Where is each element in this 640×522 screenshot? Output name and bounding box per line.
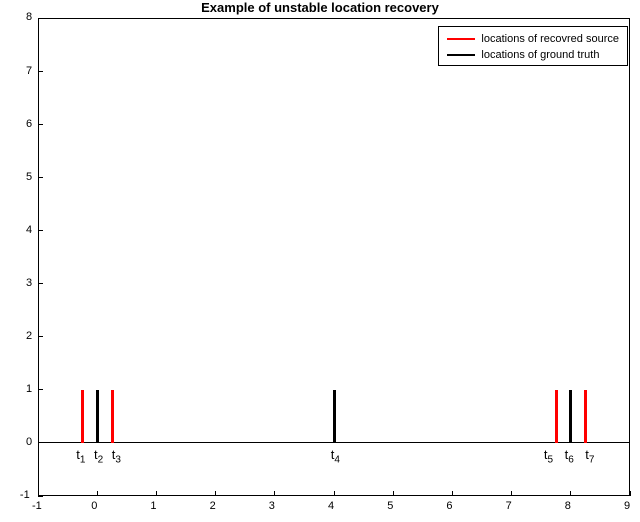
y-tick-label: 8 — [26, 11, 32, 23]
y-tick — [38, 283, 43, 284]
y-tick-label: 2 — [26, 330, 32, 342]
x-tick — [156, 491, 157, 496]
x-tick — [97, 491, 98, 496]
y-tick-label: 5 — [26, 171, 32, 183]
x-tick-label: 4 — [328, 500, 334, 512]
legend: locations of recovred source locations of… — [438, 26, 628, 66]
y-tick — [38, 177, 43, 178]
x-tick — [452, 491, 453, 496]
x-tick — [215, 491, 216, 496]
x-tick — [274, 491, 275, 496]
x-tick — [393, 491, 394, 496]
axis-box-edge — [38, 18, 39, 496]
t-label: t5 — [544, 447, 553, 466]
stem-ground_truth — [333, 390, 336, 443]
y-tick — [38, 442, 43, 443]
t-label: t3 — [112, 447, 121, 466]
y-tick-label: 0 — [26, 436, 32, 448]
x-tick-label: 1 — [150, 500, 156, 512]
y-tick — [38, 336, 43, 337]
t-label: t7 — [585, 447, 594, 466]
legend-swatch — [447, 54, 475, 56]
y-tick — [38, 124, 43, 125]
stem-recovered — [111, 390, 114, 443]
y-tick — [38, 389, 43, 390]
chart-container: Example of unstable location recovery -1… — [0, 0, 640, 522]
legend-item: locations of ground truth — [447, 47, 619, 63]
t-label: t2 — [94, 447, 103, 466]
y-tick — [38, 496, 43, 497]
y-tick-label: -1 — [20, 489, 30, 501]
stem-recovered — [81, 390, 84, 443]
stem-recovered — [555, 390, 558, 443]
x-tick-label: 2 — [210, 500, 216, 512]
y-tick-label: 4 — [26, 224, 32, 236]
x-tick — [334, 491, 335, 496]
legend-label: locations of ground truth — [481, 49, 599, 61]
x-tick-label: 9 — [624, 500, 630, 512]
x-tick — [511, 491, 512, 496]
x-tick-label: 5 — [387, 500, 393, 512]
y-tick-label: 1 — [26, 383, 32, 395]
t-label: t6 — [565, 447, 574, 466]
y-tick — [38, 230, 43, 231]
chart-title: Example of unstable location recovery — [0, 0, 640, 15]
y-tick-label: 6 — [26, 118, 32, 130]
x-tick — [570, 491, 571, 496]
y-tick — [38, 71, 43, 72]
x-tick-label: 6 — [446, 500, 452, 512]
y-tick-label: 3 — [26, 277, 32, 289]
stem-ground_truth — [96, 390, 99, 443]
t-label: t4 — [331, 447, 340, 466]
stem-recovered — [584, 390, 587, 443]
axis-box-edge — [38, 18, 630, 19]
plot-area: -10123456789-1012345678t1t2t3t4t5t6t7 — [38, 18, 630, 496]
y-tick-label: 7 — [26, 65, 32, 77]
x-tick-label: 7 — [506, 500, 512, 512]
x-tick-label: 8 — [565, 500, 571, 512]
legend-label: locations of recovred source — [481, 33, 619, 45]
legend-swatch — [447, 38, 475, 40]
axis-box-edge — [629, 18, 630, 496]
stem-ground_truth — [569, 390, 572, 443]
x-tick — [630, 491, 631, 496]
x-tick-label: 0 — [91, 500, 97, 512]
t-label: t1 — [76, 447, 85, 466]
legend-item: locations of recovred source — [447, 31, 619, 47]
x-tick-label: -1 — [32, 500, 42, 512]
x-tick-label: 3 — [269, 500, 275, 512]
y-tick — [38, 18, 43, 19]
